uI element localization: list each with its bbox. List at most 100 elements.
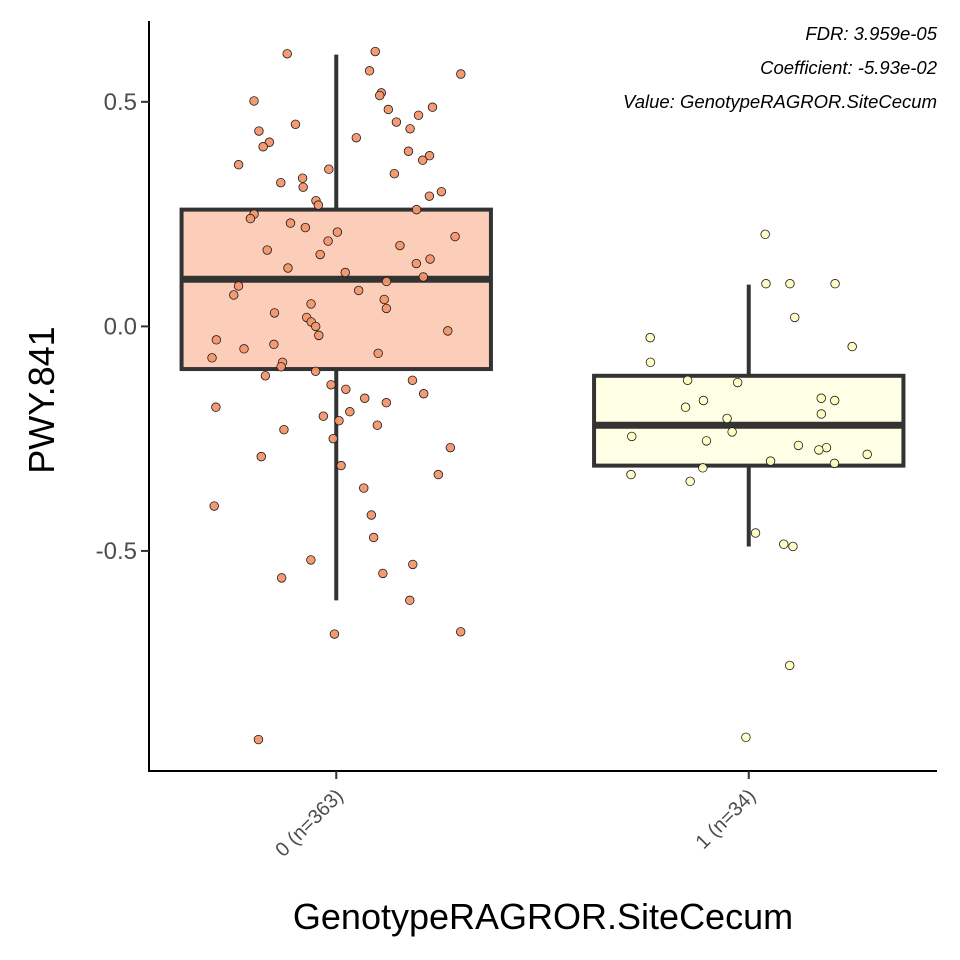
data-point: [207, 353, 217, 363]
data-point: [345, 407, 355, 417]
data-point: [332, 227, 343, 237]
data-point: [456, 627, 466, 637]
data-point: [433, 469, 444, 480]
data-point: [351, 133, 362, 143]
data-point: [383, 104, 394, 115]
data-point: [395, 240, 405, 251]
data-point: [233, 281, 244, 291]
data-point: [298, 182, 308, 192]
data-point: [323, 236, 333, 246]
data-point: [260, 371, 271, 381]
data-point: [830, 279, 840, 289]
data-point: [313, 200, 324, 210]
data-point: [229, 290, 239, 300]
data-point: [732, 377, 743, 388]
data-point: [785, 660, 795, 671]
data-point: [407, 375, 418, 385]
data-point: [279, 424, 289, 435]
y-tick-label: 0.0: [104, 313, 137, 340]
data-point: [379, 294, 389, 305]
data-point: [418, 272, 429, 282]
data-point: [424, 191, 435, 201]
data-point: [814, 445, 824, 455]
data-point: [627, 431, 637, 442]
data-point: [750, 528, 761, 538]
data-point: [233, 160, 244, 170]
data-point: [645, 332, 655, 343]
data-point: [276, 362, 286, 372]
data-point: [364, 66, 375, 76]
data-point: [424, 151, 435, 161]
data-point: [360, 393, 370, 403]
data-point: [209, 501, 219, 511]
data-point: [727, 427, 737, 437]
data-point: [315, 249, 325, 260]
data-point: [418, 389, 429, 399]
x-ticks: 0 (n=363) 1 (n=34): [271, 771, 760, 861]
data-point: [417, 155, 428, 165]
data-point: [381, 276, 392, 287]
data-point: [254, 126, 264, 136]
data-point: [413, 110, 424, 121]
data-point: [788, 541, 798, 552]
data-point: [411, 204, 422, 215]
data-point: [290, 119, 301, 129]
data-point: [829, 458, 840, 469]
data-point: [297, 173, 308, 183]
boxes-layer: [179, 54, 906, 601]
data-point: [249, 96, 259, 106]
data-point: [353, 285, 364, 296]
data-point: [626, 469, 636, 480]
data-point: [403, 146, 414, 156]
data-point: [445, 442, 456, 453]
data-point: [370, 46, 380, 57]
annotation-coefficient: Coefficient: -5.93e-02: [760, 57, 938, 78]
data-point: [701, 436, 712, 446]
data-point: [310, 366, 321, 376]
data-point: [680, 402, 691, 412]
data-point: [269, 339, 279, 350]
data-point: [253, 734, 264, 745]
data-point: [427, 102, 438, 112]
annotation-value: Value: GenotypeRAGROR.SiteCecum: [623, 91, 937, 112]
data-point: [405, 124, 415, 134]
data-point: [375, 90, 385, 101]
y-tick-label: 0.5: [104, 89, 137, 116]
data-point: [366, 510, 377, 520]
data-point: [326, 380, 336, 390]
data-point: [381, 398, 392, 408]
data-point: [314, 330, 324, 341]
data-point: [324, 164, 334, 174]
data-point: [211, 335, 222, 345]
data-point: [300, 222, 311, 233]
data-point: [310, 321, 321, 332]
data-point: [790, 312, 800, 323]
data-point: [408, 559, 418, 570]
points-layer-group-0: [207, 46, 466, 745]
data-point: [425, 254, 435, 264]
data-point: [741, 732, 751, 743]
data-point: [847, 341, 857, 352]
data-point: [334, 416, 344, 426]
data-point: [816, 409, 827, 419]
data-point: [283, 263, 293, 273]
points-layer-group-1: [626, 229, 872, 743]
data-point: [239, 344, 249, 354]
data-point: [793, 440, 804, 451]
data-point: [722, 413, 732, 424]
data-point: [359, 483, 369, 493]
data-point: [276, 573, 287, 583]
data-point: [306, 299, 316, 309]
x-tick-label: 0 (n=363): [271, 785, 347, 861]
data-point: [456, 69, 466, 79]
x-tick-label: 1 (n=34): [692, 785, 761, 854]
data-point: [785, 279, 795, 289]
data-point: [411, 258, 422, 269]
data-point: [830, 395, 840, 406]
data-point: [306, 555, 316, 565]
data-point: [328, 433, 338, 444]
annotation-fdr: FDR: 3.959e-05: [805, 23, 937, 44]
data-point: [405, 595, 415, 606]
